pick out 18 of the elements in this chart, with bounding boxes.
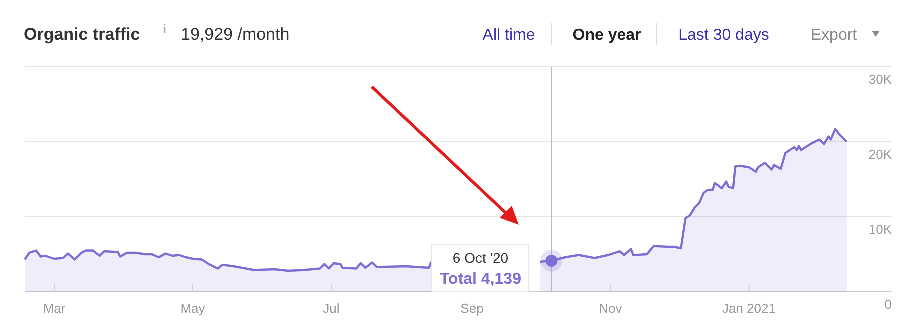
text: All time — [482, 27, 536, 44]
y-tick-label: 20K — [868, 147, 892, 162]
annotation: Total 4,139 — [440, 271, 522, 288]
chart-subtitle: 19,929 /month — [181, 25, 290, 44]
text: One year — [572, 27, 642, 44]
text: Last 30 days — [678, 27, 770, 44]
annotation: 6 Oct '20 — [452, 250, 509, 266]
y-tick-label: 0 — [884, 297, 892, 312]
x-tick-label: Sep — [460, 301, 484, 316]
x-tick-label: Jul — [323, 301, 340, 316]
text: Export — [810, 27, 858, 44]
x-tick-label: May — [180, 301, 206, 316]
x-tick-label: Nov — [599, 301, 623, 316]
y-tick-label: 10K — [868, 222, 892, 237]
x-tick-label: Mar — [43, 301, 66, 316]
y-tick-label: 30K — [868, 72, 892, 87]
x-tick-label: Jan 2021 — [722, 301, 776, 316]
chart-title: Organic traffic — [24, 25, 140, 44]
